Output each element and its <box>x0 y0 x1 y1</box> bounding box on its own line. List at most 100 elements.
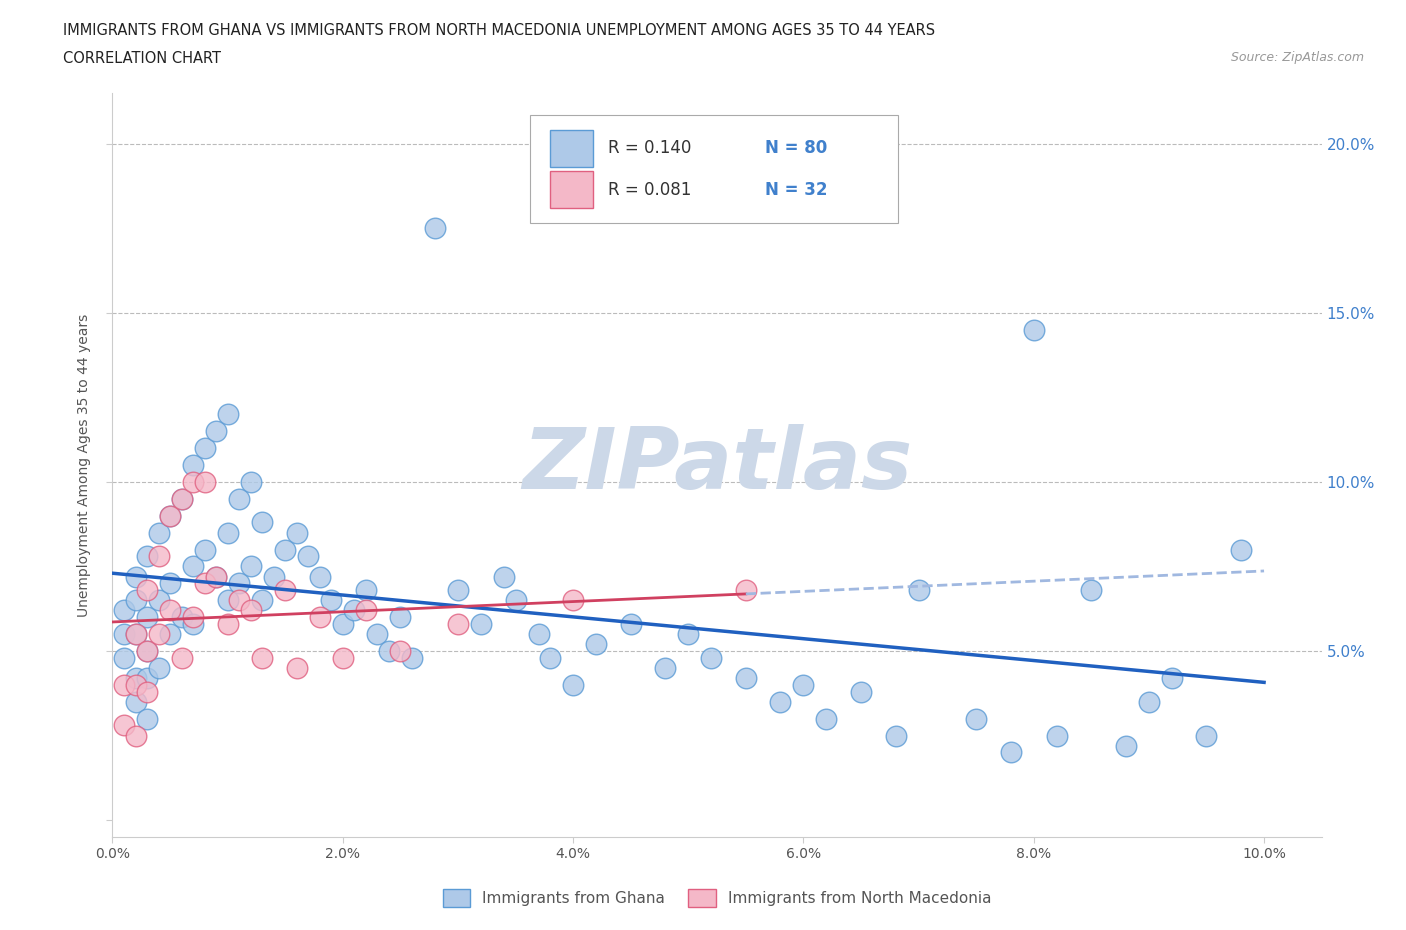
Point <box>205 424 228 439</box>
Point <box>1137 695 1160 710</box>
Legend: Immigrants from Ghana, Immigrants from North Macedonia: Immigrants from Ghana, Immigrants from N… <box>434 881 1000 915</box>
Point <box>907 583 929 598</box>
Point <box>124 569 146 584</box>
Point <box>250 650 273 665</box>
Point <box>136 671 159 685</box>
Point <box>217 406 239 421</box>
Point <box>136 644 159 658</box>
Point <box>389 610 412 625</box>
Point <box>354 583 377 598</box>
Point <box>159 509 181 524</box>
Point <box>562 677 585 692</box>
Point <box>423 220 446 235</box>
Point <box>112 718 135 733</box>
Y-axis label: Unemployment Among Ages 35 to 44 years: Unemployment Among Ages 35 to 44 years <box>77 313 91 617</box>
Point <box>1022 323 1045 338</box>
Point <box>447 617 470 631</box>
Point <box>194 441 217 456</box>
Point <box>136 711 159 726</box>
Point <box>136 549 159 564</box>
Point <box>285 660 308 675</box>
Point <box>217 525 239 540</box>
Text: N = 80: N = 80 <box>765 140 828 157</box>
Point <box>332 650 354 665</box>
Point <box>700 650 723 665</box>
Text: R = 0.081: R = 0.081 <box>609 180 692 199</box>
Point <box>124 627 146 642</box>
Point <box>170 491 193 506</box>
Point <box>815 711 838 726</box>
Point <box>112 603 135 618</box>
Text: CORRELATION CHART: CORRELATION CHART <box>63 51 221 66</box>
Point <box>136 583 159 598</box>
Point <box>239 559 262 574</box>
Point <box>332 617 354 631</box>
Point <box>308 610 330 625</box>
Point <box>124 728 146 743</box>
Point <box>217 592 239 607</box>
Point <box>562 592 585 607</box>
Point <box>734 583 756 598</box>
Text: R = 0.140: R = 0.140 <box>609 140 692 157</box>
Point <box>263 569 285 584</box>
Point <box>205 569 228 584</box>
Point <box>250 515 273 530</box>
Point <box>274 583 297 598</box>
Point <box>124 677 146 692</box>
Point <box>297 549 319 564</box>
Point <box>620 617 643 631</box>
Point <box>585 637 607 652</box>
Point <box>148 549 170 564</box>
Point <box>343 603 366 618</box>
Point <box>159 576 181 591</box>
Point <box>447 583 470 598</box>
Point <box>124 592 146 607</box>
Point <box>1195 728 1218 743</box>
Point <box>321 592 343 607</box>
Point <box>170 610 193 625</box>
Point <box>228 491 250 506</box>
Point <box>194 576 217 591</box>
Point <box>148 592 170 607</box>
Point <box>378 644 401 658</box>
Point <box>148 627 170 642</box>
Point <box>124 671 146 685</box>
Point <box>505 592 527 607</box>
Point <box>470 617 492 631</box>
Point <box>734 671 756 685</box>
Point <box>401 650 423 665</box>
Point <box>159 603 181 618</box>
Point <box>1046 728 1069 743</box>
Point <box>181 474 204 489</box>
Bar <box>550 130 592 167</box>
Point <box>228 576 250 591</box>
Text: N = 32: N = 32 <box>765 180 828 199</box>
Point <box>965 711 987 726</box>
Point <box>538 650 561 665</box>
Point <box>250 592 273 607</box>
Point <box>366 627 388 642</box>
Point <box>308 569 330 584</box>
Point <box>239 603 262 618</box>
Point <box>181 559 204 574</box>
Point <box>1000 745 1022 760</box>
Point <box>136 644 159 658</box>
Point <box>148 660 170 675</box>
Text: Source: ZipAtlas.com: Source: ZipAtlas.com <box>1230 51 1364 64</box>
Point <box>1230 542 1253 557</box>
Point <box>194 474 217 489</box>
Bar <box>550 171 592 208</box>
Point <box>148 525 170 540</box>
Point <box>112 650 135 665</box>
Point <box>492 569 515 584</box>
Point <box>228 592 250 607</box>
Point <box>1080 583 1102 598</box>
Point <box>884 728 907 743</box>
Point <box>354 603 377 618</box>
Point <box>181 458 204 472</box>
Point <box>285 525 308 540</box>
Point <box>1161 671 1184 685</box>
Text: IMMIGRANTS FROM GHANA VS IMMIGRANTS FROM NORTH MACEDONIA UNEMPLOYMENT AMONG AGES: IMMIGRANTS FROM GHANA VS IMMIGRANTS FROM… <box>63 23 935 38</box>
Point <box>792 677 814 692</box>
Point <box>170 650 193 665</box>
